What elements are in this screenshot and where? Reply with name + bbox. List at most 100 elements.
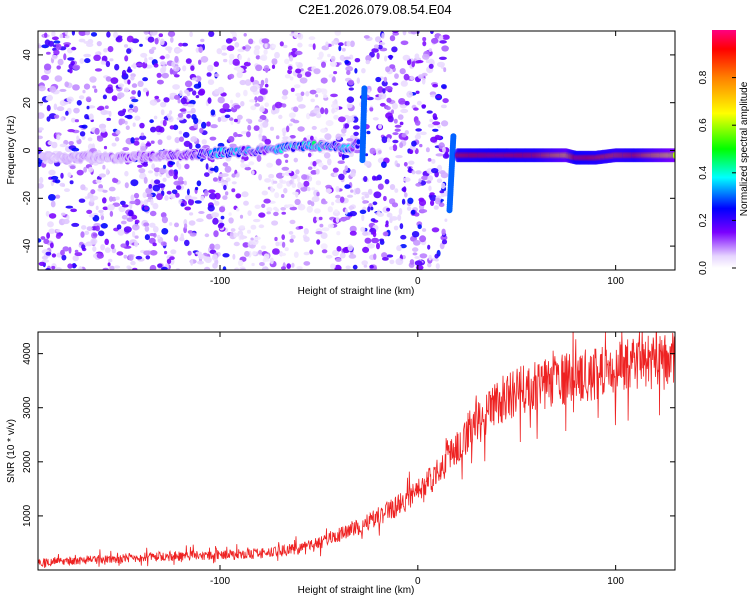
noise-speck [425, 59, 430, 64]
noise-speck [209, 136, 217, 141]
x-tick-label: 100 [607, 576, 624, 587]
noise-speck [179, 108, 187, 112]
noise-speck [379, 238, 385, 242]
noise-speck [386, 207, 391, 212]
noise-speck [117, 229, 125, 236]
noise-speck [254, 236, 261, 241]
noise-speck [129, 109, 133, 114]
noise-speck [48, 228, 56, 234]
noise-speck [105, 86, 114, 94]
noise-speck [129, 200, 137, 205]
noise-speck [332, 249, 339, 257]
noise-speck [112, 177, 117, 183]
noise-speck [154, 171, 159, 177]
noise-speck [287, 65, 293, 71]
noise-speck [211, 254, 218, 261]
noise-speck [169, 256, 175, 260]
noise-speck [166, 190, 172, 195]
noise-speck [76, 100, 82, 106]
noise-speck [272, 248, 280, 255]
noise-speck [422, 37, 427, 42]
noise-speck [198, 59, 202, 65]
noise-speck [208, 189, 216, 194]
noise-speck [264, 178, 272, 183]
noise-speck [293, 106, 299, 113]
noise-speck [247, 124, 252, 131]
noise-speck [289, 33, 296, 37]
noise-speck [374, 96, 382, 101]
noise-speck [39, 176, 44, 184]
noise-speck [110, 243, 115, 250]
noise-speck [303, 180, 310, 187]
colorbar-tick-label: 0.4 [698, 165, 709, 179]
noise-speck [160, 55, 165, 60]
noise-speck [134, 240, 139, 248]
noise-speck [219, 206, 226, 213]
noise-speck [98, 105, 105, 110]
noise-speck [173, 180, 182, 186]
noise-speck [165, 53, 170, 59]
noise-speck [122, 147, 130, 151]
noise-speck [387, 137, 391, 143]
noise-speck [70, 208, 77, 213]
noise-speck [121, 69, 127, 77]
noise-speck [392, 139, 399, 144]
noise-speck [62, 246, 70, 252]
noise-speck [235, 92, 241, 98]
track-spike-a [359, 85, 368, 164]
noise-speck [224, 165, 232, 173]
noise-speck [38, 127, 44, 131]
noise-speck [178, 130, 183, 135]
snr-panel: -100 0 100 1000 2000 3000 4000 Height of stra… [6, 331, 676, 596]
noise-speck [412, 252, 418, 256]
noise-speck [419, 235, 427, 243]
noise-speck [363, 176, 368, 182]
noise-speck [184, 239, 190, 247]
noise-speck [161, 266, 168, 270]
noise-speck [247, 57, 251, 63]
noise-speck [375, 76, 382, 83]
noise-speck [231, 188, 236, 193]
noise-speck [264, 102, 270, 107]
colorbar-tick-label: 0.8 [698, 70, 709, 84]
noise-speck [418, 199, 427, 206]
noise-speck [389, 259, 395, 265]
noise-speck [344, 59, 350, 65]
noise-speck [94, 68, 103, 72]
noise-speck [320, 77, 328, 84]
noise-speck [115, 36, 123, 43]
noise-speck [233, 118, 238, 123]
noise-speck [137, 80, 144, 88]
noise-speck [162, 177, 167, 182]
noise-speck [160, 101, 167, 108]
noise-speck [117, 92, 125, 98]
y-tick-label: 3000 [22, 396, 33, 419]
noise-speck [441, 228, 446, 236]
noise-speck [341, 47, 346, 52]
noise-speck [415, 128, 422, 132]
noise-speck [120, 200, 126, 206]
noise-speck [389, 184, 396, 190]
noise-speck [327, 158, 332, 166]
noise-speck [273, 206, 278, 211]
noise-speck [100, 127, 107, 133]
noise-speck [217, 116, 222, 123]
noise-speck [172, 84, 181, 90]
noise-speck [369, 264, 374, 269]
noise-speck [90, 189, 96, 195]
noise-speck [417, 224, 422, 230]
y-tick-label: -20 [22, 191, 33, 206]
noise-speck [207, 204, 215, 212]
noise-speck [343, 56, 351, 60]
noise-speck [51, 54, 58, 60]
noise-speck [44, 32, 48, 38]
noise-speck [328, 74, 334, 78]
noise-speck [416, 100, 422, 106]
noise-speck [154, 37, 159, 45]
noise-speck [361, 214, 365, 222]
noise-speck [189, 232, 197, 237]
track-spike-b [446, 133, 457, 214]
noise-speck [235, 208, 240, 212]
noise-speck [131, 98, 139, 103]
noise-speck [196, 180, 202, 187]
